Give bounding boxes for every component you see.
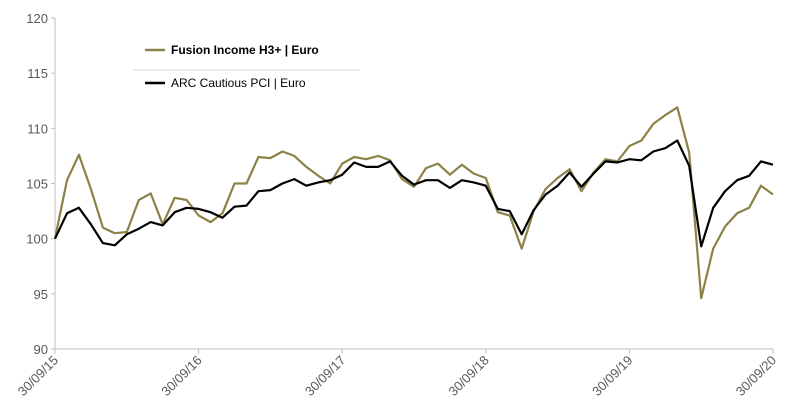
x-tick-label: 30/09/16 [158, 353, 204, 399]
x-tick-label: 30/09/19 [589, 353, 635, 399]
x-tick-label: 30/09/15 [15, 353, 61, 399]
y-tick-label: 95 [34, 287, 48, 302]
y-tick-label: 105 [26, 177, 48, 192]
series-line [53, 106, 774, 300]
y-tick-label: 115 [27, 66, 48, 81]
x-tick-label: 30/09/18 [446, 353, 492, 399]
y-tick-label: 100 [26, 232, 48, 247]
y-tick-label: 90 [34, 342, 48, 357]
y-tick-label: 110 [27, 121, 48, 136]
series-line [54, 139, 774, 248]
legend-label: ARC Cautious PCI | Euro [171, 76, 306, 90]
y-tick-label: 120 [26, 11, 48, 26]
legend-label: Fusion Income H3+ | Euro [171, 43, 319, 57]
x-tick-label: 30/09/17 [302, 353, 348, 399]
x-tick-label: 30/09/20 [733, 353, 779, 399]
